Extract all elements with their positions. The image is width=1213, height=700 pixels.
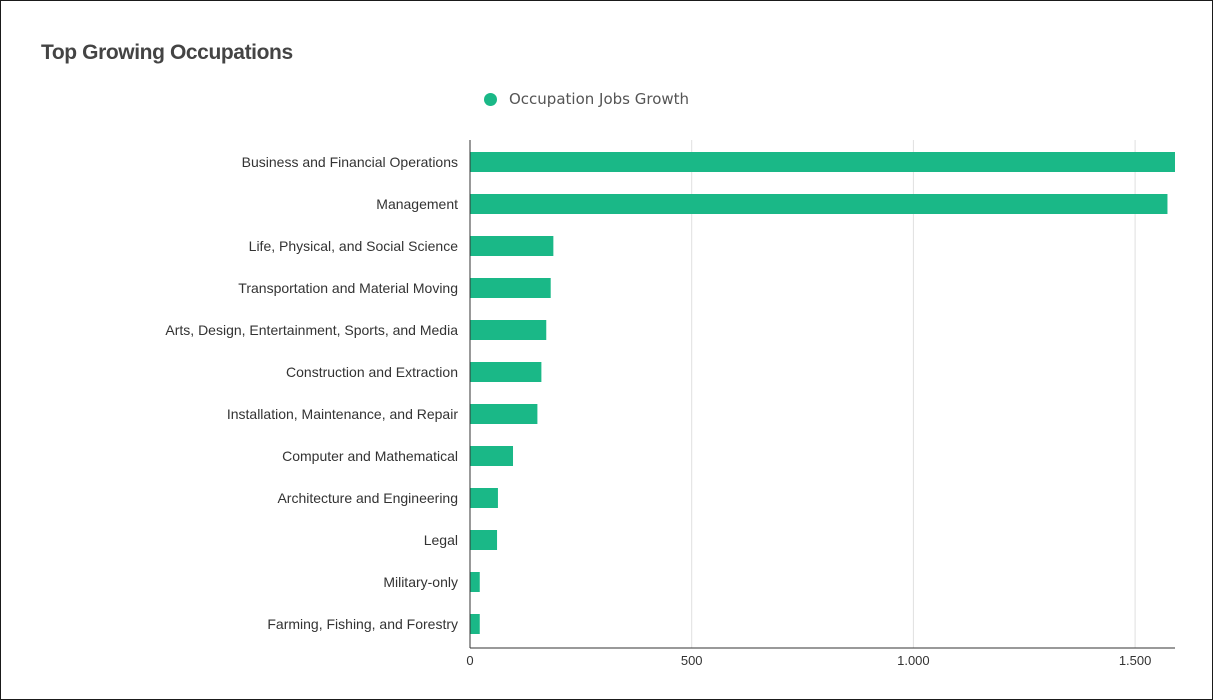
bar-1[interactable]	[470, 194, 1168, 214]
bar-3[interactable]	[470, 278, 551, 298]
category-label-10: Military-only	[383, 574, 458, 590]
bar-8[interactable]	[470, 488, 498, 508]
legend-marker	[484, 92, 497, 106]
bar-9[interactable]	[470, 530, 498, 550]
category-label-6: Installation, Maintenance, and Repair	[227, 406, 458, 422]
category-label-7: Computer and Mathematical	[282, 448, 458, 464]
category-label-9: Legal	[424, 532, 458, 548]
legend-label: Occupation Jobs Growth	[509, 90, 690, 108]
x-tick-label-2: 1.000	[897, 653, 930, 668]
x-tick-label-1: 500	[681, 653, 703, 668]
category-label-5: Construction and Extraction	[286, 364, 458, 380]
bar-0[interactable]	[470, 152, 1175, 172]
bar-6[interactable]	[470, 404, 538, 424]
category-label-1: Management	[376, 196, 458, 212]
category-label-8: Architecture and Engineering	[277, 490, 458, 506]
chart-legend[interactable]: Occupation Jobs Growth	[484, 90, 689, 108]
category-label-3: Transportation and Material Moving	[238, 280, 458, 296]
bar-4[interactable]	[470, 320, 547, 340]
category-label-0: Business and Financial Operations	[242, 154, 458, 170]
category-label-2: Life, Physical, and Social Science	[249, 238, 459, 254]
category-label-4: Arts, Design, Entertainment, Sports, and…	[165, 322, 458, 338]
bar-5[interactable]	[470, 362, 542, 382]
x-tick-label-3: 1.500	[1119, 653, 1152, 668]
chart-title: Top Growing Occupations	[41, 41, 293, 64]
bar-10[interactable]	[470, 572, 480, 592]
bar-7[interactable]	[470, 446, 514, 466]
bar-2[interactable]	[470, 236, 554, 256]
category-label-11: Farming, Fishing, and Forestry	[267, 616, 458, 632]
bar-11[interactable]	[470, 614, 480, 634]
x-tick-label-0: 0	[466, 653, 473, 668]
